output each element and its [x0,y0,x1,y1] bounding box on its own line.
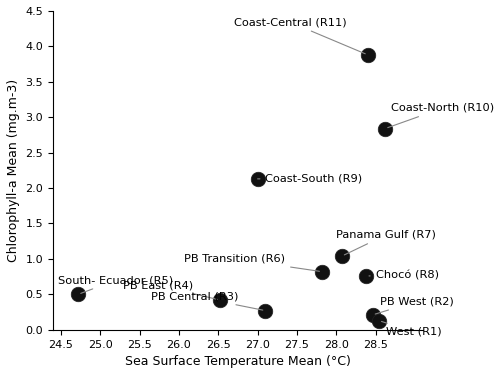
Text: Coast-North (R10): Coast-North (R10) [388,103,494,128]
Text: PB West (R2): PB West (R2) [375,296,454,314]
Text: South- Ecuador (R5): South- Ecuador (R5) [58,275,174,293]
Text: Panama Gulf (R7): Panama Gulf (R7) [336,230,436,255]
X-axis label: Sea Surface Temperature Mean (°C): Sea Surface Temperature Mean (°C) [125,355,351,368]
Point [216,297,224,303]
Point [318,268,326,274]
Point [338,253,346,259]
Point [381,126,389,132]
Text: PB East (R4): PB East (R4) [123,280,217,299]
Text: Coast-Central (R11): Coast-Central (R11) [234,17,365,54]
Point [262,308,270,314]
Y-axis label: Chlorophyll-a Mean (mg.m-3): Chlorophyll-a Mean (mg.m-3) [7,79,20,262]
Point [362,273,370,279]
Point [375,318,383,324]
Text: Coast-South (R9): Coast-South (R9) [258,174,362,184]
Text: PB Central (R3): PB Central (R3) [150,291,263,310]
Text: PB Transition (R6): PB Transition (R6) [184,254,320,271]
Point [368,312,376,318]
Point [364,52,372,58]
Point [254,176,262,182]
Text: Chocó (R8): Chocó (R8) [369,271,438,281]
Text: West (R1): West (R1) [382,321,442,337]
Point [74,291,82,297]
